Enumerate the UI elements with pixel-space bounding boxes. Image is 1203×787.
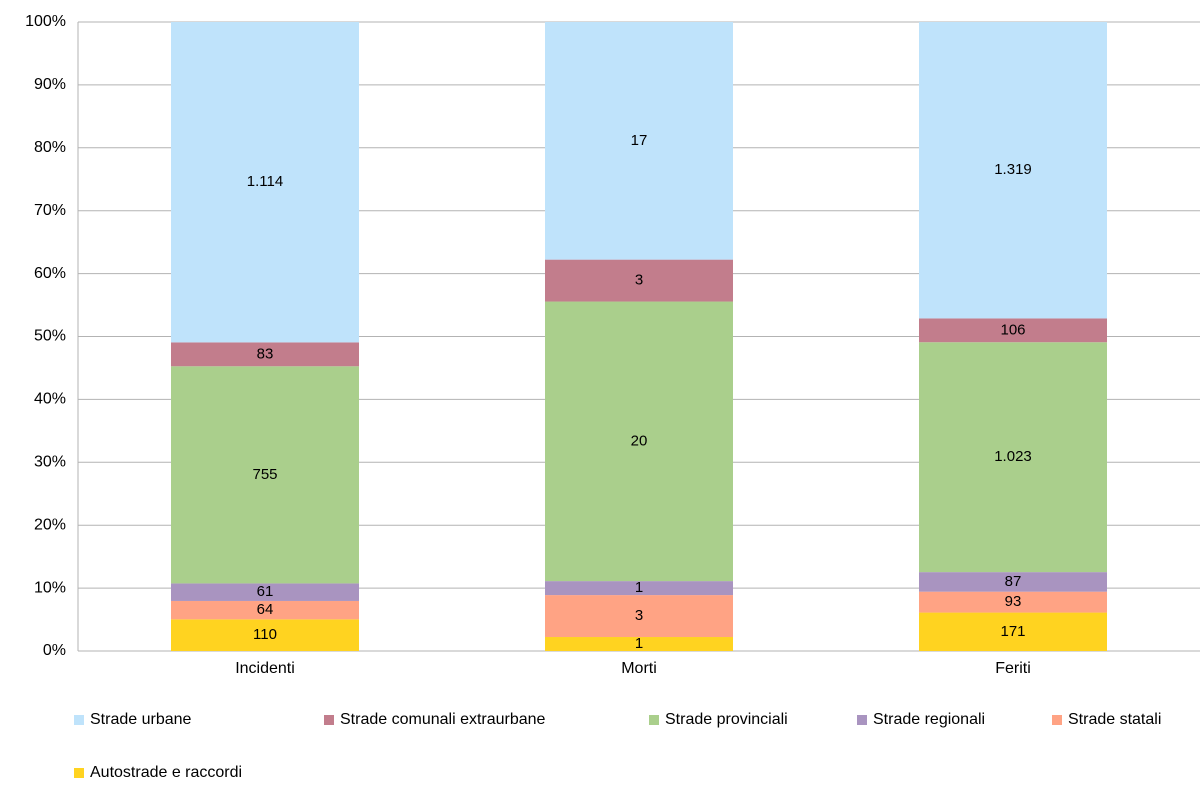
legend-swatch xyxy=(74,715,84,725)
data-label: 1 xyxy=(635,579,643,596)
y-tick-label: 0% xyxy=(43,642,66,659)
bar-segment xyxy=(545,22,733,260)
bar-segment xyxy=(171,22,359,343)
legend-label: Strade comunali extraurbane xyxy=(340,711,546,728)
y-tick-label: 60% xyxy=(34,265,66,282)
y-tick-label: 90% xyxy=(34,76,66,93)
legend-swatch xyxy=(1052,715,1062,725)
bar-segment xyxy=(919,318,1107,343)
legend-label: Strade regionali xyxy=(873,711,985,728)
data-label: 110 xyxy=(253,626,277,643)
bar-segment xyxy=(171,600,359,620)
data-label: 61 xyxy=(257,583,274,600)
data-label: 171 xyxy=(1000,623,1025,640)
y-tick-label: 70% xyxy=(34,202,66,219)
bar-segment xyxy=(919,591,1107,613)
bar-segment xyxy=(545,581,733,596)
bar-segment xyxy=(171,342,359,367)
bar-segment xyxy=(919,572,1107,592)
legend-swatch xyxy=(649,715,659,725)
legend-label: Strade provinciali xyxy=(665,711,788,728)
data-label: 17 xyxy=(631,132,648,149)
bar-segment xyxy=(545,595,733,638)
y-tick-label: 30% xyxy=(34,454,66,471)
data-label: 1.114 xyxy=(247,173,283,190)
legend-label: Strade urbane xyxy=(90,711,192,728)
data-label: 1.023 xyxy=(994,448,1032,465)
legend-swatch xyxy=(324,715,334,725)
data-label: 93 xyxy=(1005,593,1022,610)
bar-segment xyxy=(545,637,733,651)
x-tick-label: Morti xyxy=(621,660,657,677)
y-tick-label: 100% xyxy=(25,13,66,30)
legend-label: Autostrade e raccordi xyxy=(90,764,242,781)
data-label: 3 xyxy=(635,607,643,624)
data-label: 3 xyxy=(635,272,643,289)
y-tick-label: 80% xyxy=(34,139,66,156)
legend-swatch xyxy=(74,768,84,778)
data-label: 1.319 xyxy=(994,161,1032,178)
bar-segment xyxy=(919,612,1107,651)
bar-segment xyxy=(171,619,359,651)
x-tick-label: Incidenti xyxy=(235,660,295,677)
data-label: 83 xyxy=(257,345,274,362)
data-label: 1 xyxy=(635,635,643,652)
bar-segment xyxy=(919,342,1107,573)
y-tick-label: 20% xyxy=(34,516,66,533)
data-label: 755 xyxy=(252,466,277,483)
bar-segment xyxy=(919,22,1107,319)
legend-swatch xyxy=(857,715,867,725)
data-label: 64 xyxy=(257,601,274,618)
data-label: 20 xyxy=(631,432,648,449)
legend-label: Strade statali xyxy=(1068,711,1161,728)
bar-segment xyxy=(545,301,733,582)
data-label: 106 xyxy=(1000,321,1025,338)
y-tick-label: 40% xyxy=(34,391,66,408)
x-tick-label: Feriti xyxy=(995,660,1031,677)
data-label: 87 xyxy=(1005,573,1022,590)
bar-segment xyxy=(171,583,359,601)
bar-segment xyxy=(171,366,359,584)
y-tick-label: 50% xyxy=(34,328,66,345)
bar-segment xyxy=(545,259,733,302)
y-tick-label: 10% xyxy=(34,579,66,596)
